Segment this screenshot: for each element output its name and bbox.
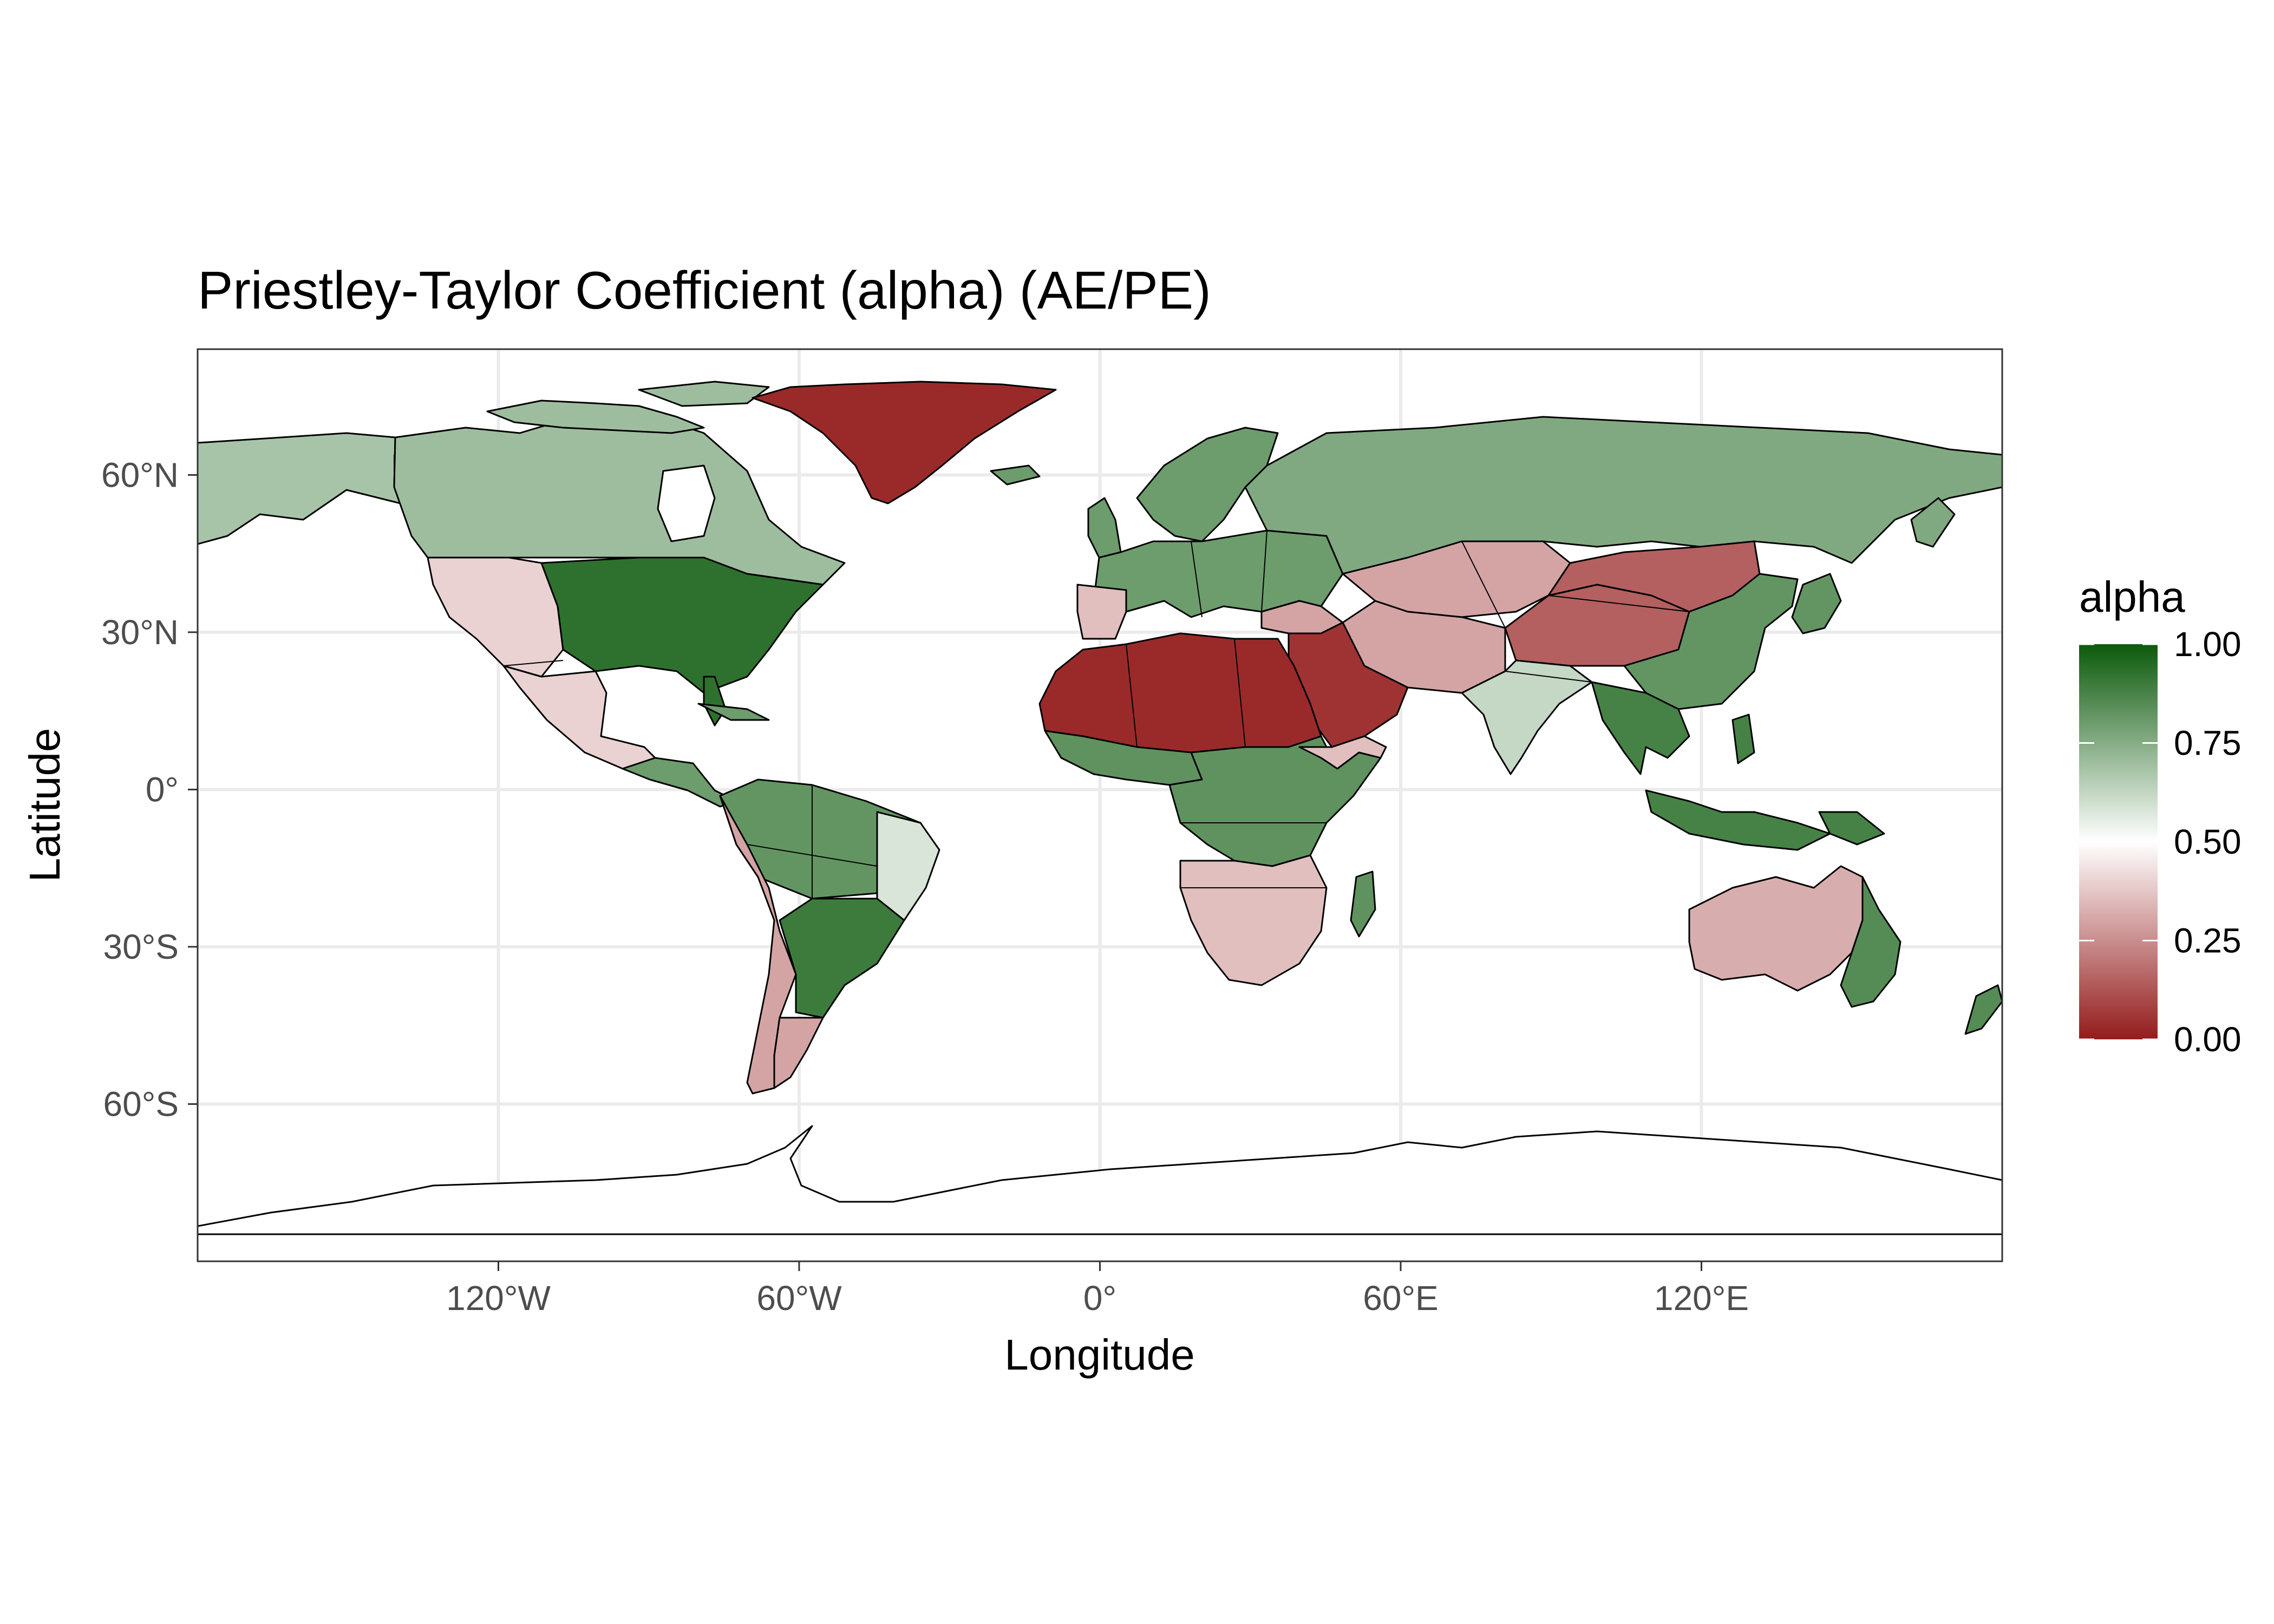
region-new-zealand — [1964, 984, 2002, 1035]
region-pampas — [779, 898, 905, 1019]
legend-title: alpha — [2079, 573, 2185, 621]
region-iceland — [990, 464, 1041, 486]
legend-ticks: 1.00 0.75 0.50 0.25 0.00 — [2079, 625, 2242, 1059]
x-tick-label-0: 120°W — [446, 1279, 551, 1318]
region-andes — [719, 795, 797, 1095]
x-tick-label-3: 60°E — [1363, 1279, 1438, 1318]
region-madagascar — [1350, 870, 1376, 938]
y-tick-label-2: 0° — [146, 770, 179, 809]
region-iberia — [1076, 584, 1127, 640]
x-axis: 120°W 60°W 0° 60°E 120°E — [446, 1261, 1749, 1318]
y-tick-label-3: 30°S — [103, 927, 179, 966]
region-arctic-islands — [486, 400, 705, 434]
legend-tick-label-3: 0.25 — [2174, 921, 2242, 960]
region-sahara — [1038, 632, 1322, 754]
region-ellesmere — [638, 381, 770, 407]
x-tick-label-2: 0° — [1083, 1279, 1116, 1318]
region-kamchatka — [1910, 497, 1956, 548]
region-new-guinea — [1818, 811, 1885, 846]
region-hudson-bay — [657, 464, 716, 542]
x-tick-label-1: 60°W — [756, 1279, 842, 1318]
region-philippines — [1731, 713, 1755, 764]
y-axis-title: Latitude — [21, 728, 69, 882]
legend: alpha 1.00 0.75 0.50 0.25 0.00 — [2079, 573, 2242, 1059]
legend-tick-label-4: 0.00 — [2174, 1020, 2242, 1059]
region-india — [1461, 659, 1593, 775]
y-tick-label-0: 60°N — [101, 455, 179, 494]
region-mexico — [502, 665, 656, 770]
country-borders — [394, 455, 1690, 899]
legend-tick-label-1: 0.75 — [2174, 724, 2242, 763]
region-korea-japan — [1791, 573, 1842, 634]
y-tick-label-1: 30°N — [101, 613, 179, 652]
region-greenland — [752, 381, 1057, 505]
legend-tick-label-0: 1.00 — [2174, 625, 2242, 664]
y-axis: 60°N 30°N 0° 30°S 60°S — [101, 455, 198, 1123]
region-eastern-us — [540, 556, 824, 694]
x-axis-title: Longitude — [1004, 1331, 1194, 1379]
region-eastern-brazil — [876, 811, 940, 921]
chart-title: Priestley-Taylor Coefficient (alpha) (AE… — [198, 260, 1211, 320]
land-layer — [198, 381, 2002, 1261]
region-antarctica — [198, 1125, 2002, 1261]
region-horn-of-africa — [1298, 735, 1387, 770]
region-australia-east — [1840, 876, 1901, 1008]
region-patagonia — [773, 1017, 824, 1089]
x-tick-label-4: 120°E — [1654, 1279, 1749, 1318]
region-southeast-asia — [1591, 681, 1690, 775]
region-caribbean — [697, 703, 770, 721]
legend-tick-label-2: 0.50 — [2174, 822, 2242, 861]
y-tick-label-4: 60°S — [103, 1084, 179, 1123]
